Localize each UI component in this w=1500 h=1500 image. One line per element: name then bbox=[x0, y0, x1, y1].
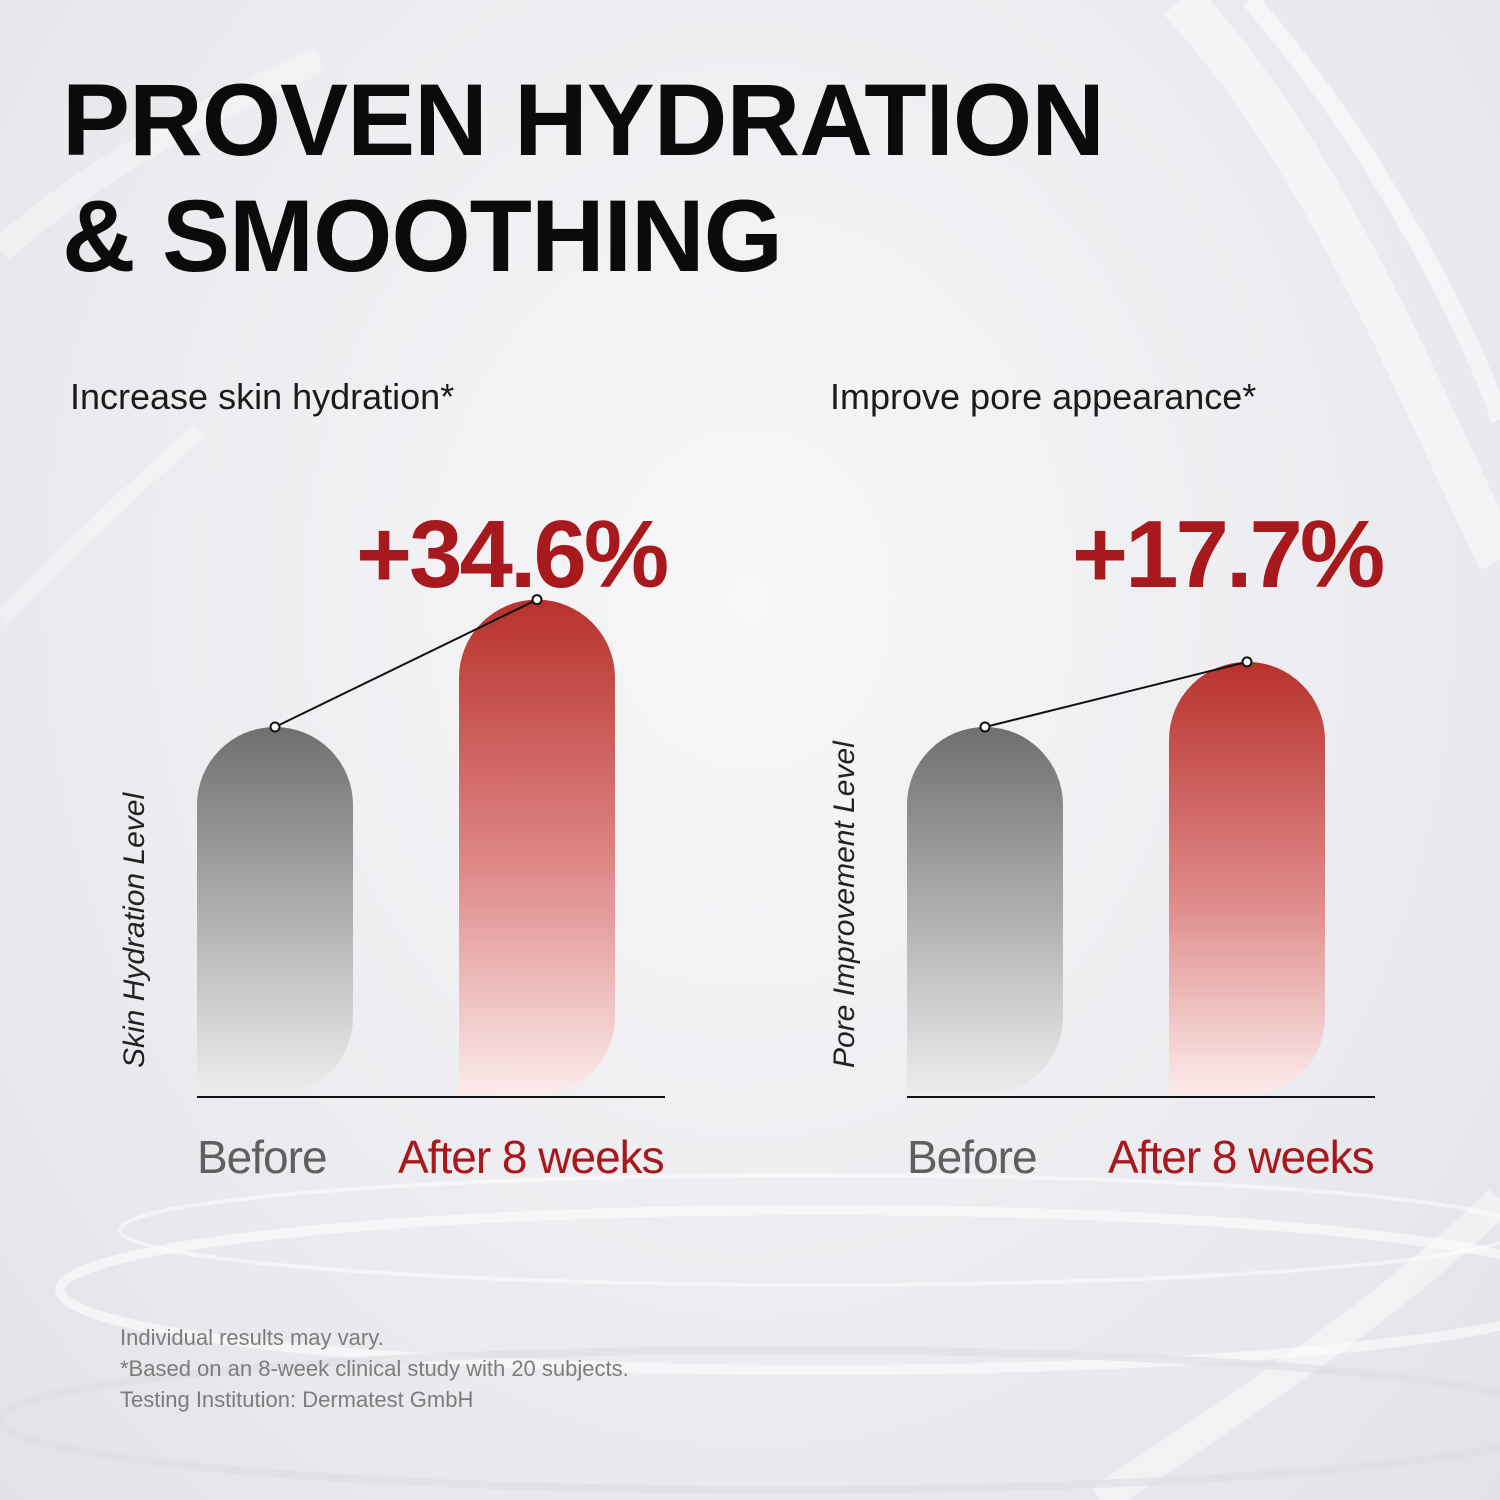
footnotes: Individual results may vary. *Based on a… bbox=[120, 1322, 629, 1415]
footnote-line: Testing Institution: Dermatest GmbH bbox=[120, 1387, 474, 1412]
footnote-line: *Based on an 8-week clinical study with … bbox=[120, 1356, 629, 1381]
chart-title: Improve pore appearance* bbox=[830, 376, 1257, 417]
page-headline: PROVEN HYDRATION & SMOOTHING bbox=[62, 62, 1105, 294]
footnote-line: Individual results may vary. bbox=[120, 1325, 384, 1350]
point-after bbox=[531, 594, 543, 606]
point-before bbox=[269, 721, 281, 733]
bar-after bbox=[1169, 661, 1325, 1095]
chart-plot-area bbox=[907, 656, 1375, 1098]
x-tick-label-after: After 8 weeks bbox=[398, 1131, 665, 1183]
x-tick-label-after: After 8 weeks bbox=[1108, 1131, 1375, 1183]
bar-after bbox=[459, 599, 615, 1095]
headline-line-2: & SMOOTHING bbox=[62, 179, 783, 293]
bar-before bbox=[197, 727, 353, 1095]
change-label: +17.7% bbox=[1072, 501, 1385, 608]
chart-panel-pores: Improve pore appearance* +17.7% Pore Imp… bbox=[710, 0, 1410, 1250]
x-tick-label-before: Before bbox=[197, 1131, 328, 1183]
point-after bbox=[1241, 656, 1253, 668]
trend-line bbox=[984, 660, 1248, 728]
x-tick-label-before: Before bbox=[907, 1131, 1038, 1183]
headline-line-1: PROVEN HYDRATION bbox=[62, 63, 1105, 177]
chart-plot-area bbox=[197, 594, 665, 1098]
chart-panel-hydration: Increase skin hydration* +34.6% Skin Hyd… bbox=[0, 0, 700, 1250]
change-label: +34.6% bbox=[356, 501, 669, 608]
chart-title: Increase skin hydration* bbox=[70, 376, 455, 417]
trend-line bbox=[274, 598, 538, 728]
point-before bbox=[979, 721, 991, 733]
bar-before bbox=[907, 727, 1063, 1095]
